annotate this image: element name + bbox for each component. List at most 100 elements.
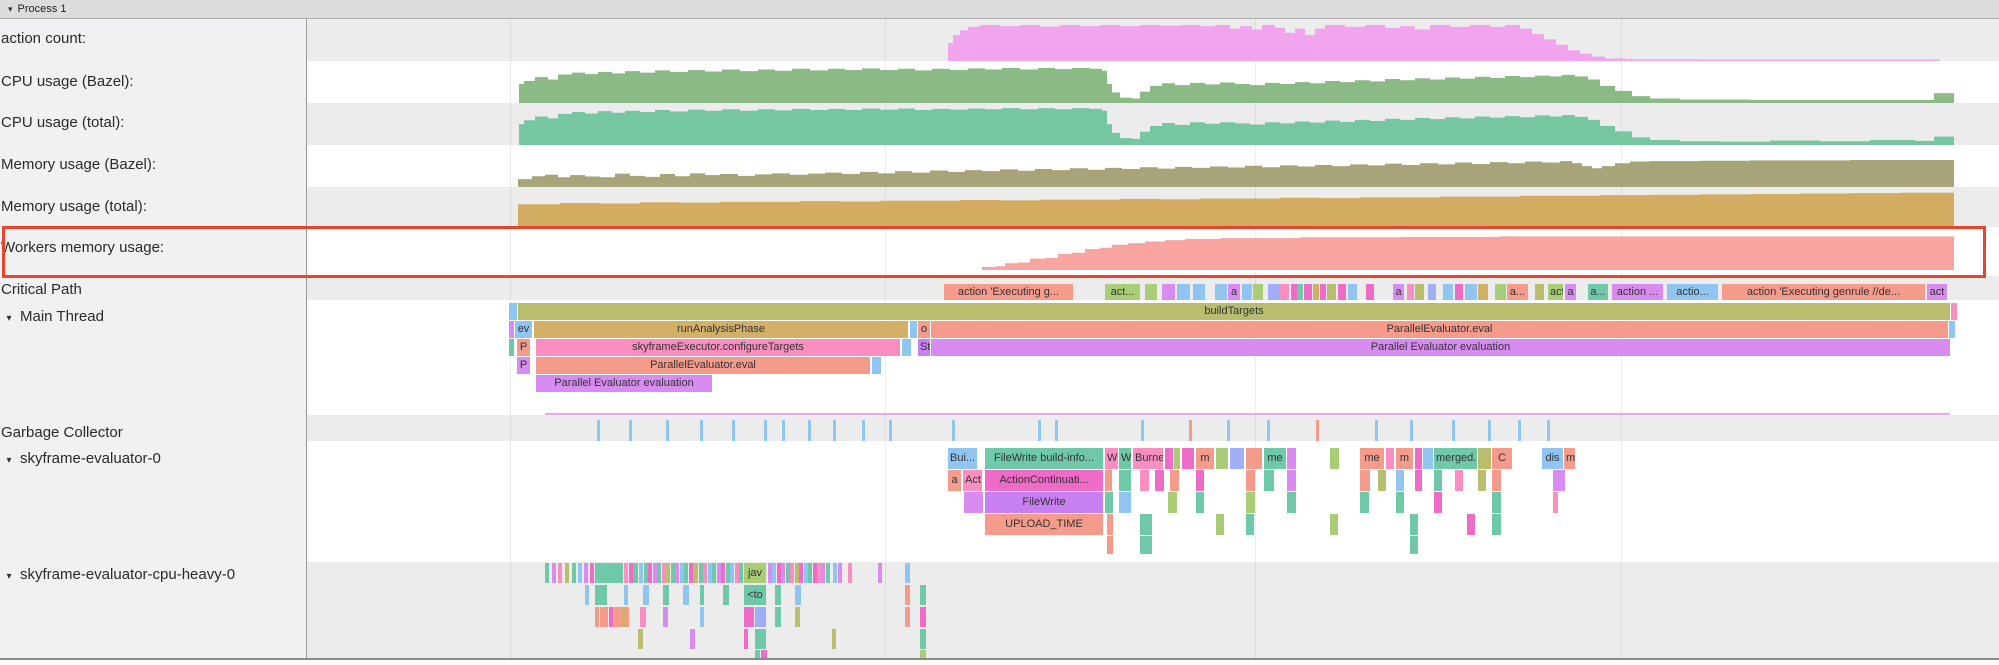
sidebar-row-memory-usage-total[interactable]: Memory usage (total): [0, 198, 300, 216]
trace-slice[interactable] [675, 563, 679, 583]
sidebar-row-cpu-usage-bazel[interactable]: CPU usage (Bazel): [0, 73, 300, 91]
trace-slice[interactable]: m [1396, 448, 1413, 469]
trace-slice[interactable]: action ... [1612, 284, 1663, 300]
gc-tick[interactable] [700, 420, 703, 441]
trace-slice[interactable] [872, 357, 881, 374]
sidebar-row-memory-usage-bazel[interactable]: Memory usage (Bazel): [0, 156, 300, 174]
trace-slice[interactable] [1443, 284, 1453, 300]
trace-slice[interactable] [585, 585, 589, 605]
trace-slice[interactable]: P [517, 357, 530, 374]
trace-slice[interactable] [1168, 492, 1177, 513]
trace-slice[interactable] [1216, 448, 1228, 469]
trace-slice[interactable] [1330, 448, 1339, 469]
trace-slice[interactable] [755, 607, 766, 627]
trace-slice[interactable] [1170, 470, 1179, 491]
trace-slice[interactable] [638, 629, 643, 649]
collapse-arrow-icon[interactable]: ▾ [6, 571, 12, 582]
trace-slice[interactable] [920, 585, 926, 605]
trace-slice[interactable] [590, 563, 594, 583]
trace-slice[interactable] [625, 607, 629, 627]
trace-slice[interactable]: dis [1542, 448, 1563, 469]
trace-slice[interactable] [509, 303, 517, 320]
trace-slice[interactable] [1177, 284, 1190, 300]
trace-slice[interactable]: Act [963, 470, 982, 491]
trace-slice[interactable] [744, 629, 748, 649]
trace-slice[interactable]: runAnalysisPhase [534, 321, 908, 338]
trace-slice[interactable] [689, 563, 693, 583]
trace-slice[interactable] [1140, 470, 1149, 491]
trace-slice[interactable] [1119, 470, 1131, 491]
trace-slice[interactable] [1196, 470, 1204, 491]
trace-slice[interactable] [1415, 448, 1422, 469]
trace-slice[interactable]: ParallelEvaluator.eval [931, 321, 1948, 338]
collapse-arrow-icon[interactable]: ▾ [8, 3, 13, 14]
trace-slice[interactable] [1246, 492, 1255, 513]
trace-slice[interactable] [795, 585, 801, 605]
trace-slice[interactable]: a [1393, 284, 1404, 300]
trace-slice[interactable] [565, 563, 569, 583]
trace-slice[interactable] [595, 607, 599, 627]
trace-slice[interactable]: merged... [1434, 448, 1477, 469]
trace-slice[interactable]: Burner [1133, 448, 1163, 469]
trace-slice[interactable] [739, 563, 743, 583]
trace-slice[interactable]: a... [1507, 284, 1528, 300]
trace-slice[interactable]: P [517, 339, 530, 356]
trace-slice[interactable] [910, 321, 917, 338]
trace-slice[interactable] [920, 650, 926, 658]
trace-slice[interactable] [1455, 284, 1463, 300]
gc-tick[interactable] [833, 420, 836, 441]
trace-slice[interactable] [609, 607, 613, 627]
trace-slice[interactable] [920, 629, 926, 649]
trace-slice[interactable] [838, 563, 842, 583]
trace-slice[interactable] [1264, 470, 1274, 491]
trace-slice[interactable] [1230, 448, 1244, 469]
trace-slice[interactable] [744, 607, 754, 627]
trace-slice[interactable] [717, 563, 721, 583]
trace-slice[interactable] [572, 563, 576, 583]
gc-tick[interactable] [764, 420, 767, 441]
trace-slice[interactable] [617, 607, 621, 627]
trace-slice[interactable] [1465, 284, 1477, 300]
trace-slice[interactable] [613, 607, 617, 627]
thin-slice-strip[interactable] [545, 413, 1950, 415]
trace-slice[interactable] [1291, 284, 1297, 300]
trace-slice[interactable]: a [948, 470, 961, 491]
trace-slice[interactable] [1951, 303, 1957, 320]
trace-slice[interactable]: a [1228, 284, 1240, 300]
trace-slice[interactable] [1313, 284, 1319, 300]
trace-slice[interactable] [509, 321, 514, 338]
sidebar-row-main-thread[interactable]: ▾ Main Thread [0, 308, 300, 326]
trace-slice[interactable] [1553, 470, 1565, 491]
trace-slice[interactable]: act [1548, 284, 1563, 300]
trace-slice[interactable] [663, 607, 668, 627]
trace-slice[interactable]: W [1105, 448, 1118, 469]
trace-slice[interactable] [584, 563, 588, 583]
trace-slice[interactable] [712, 563, 716, 583]
trace-slice[interactable] [721, 563, 725, 583]
trace-slice[interactable]: Parallel Evaluator evaluation [931, 339, 1950, 356]
trace-slice[interactable]: act... [1105, 284, 1140, 300]
trace-slice[interactable]: FileWrite [985, 492, 1103, 513]
gc-tick[interactable] [597, 420, 600, 441]
trace-slice[interactable] [643, 585, 649, 605]
trace-slice[interactable] [1492, 492, 1501, 513]
trace-slice[interactable]: action 'Executing g... [944, 284, 1073, 300]
gc-tick[interactable] [1227, 420, 1230, 441]
trace-slice[interactable]: FileWrite build-info... [985, 448, 1103, 469]
trace-slice[interactable] [1215, 284, 1227, 300]
trace-slice[interactable] [1434, 492, 1442, 513]
trace-slice[interactable] [1242, 284, 1252, 300]
sidebar-row-workers-memory-usage[interactable]: Workers memory usage: [0, 239, 300, 257]
trace-slice[interactable]: W [1119, 448, 1131, 469]
trace-slice[interactable] [1386, 448, 1394, 469]
trace-slice[interactable] [964, 492, 983, 513]
sidebar-row-action-count[interactable]: action count: [0, 30, 300, 48]
trace-slice[interactable] [595, 585, 607, 605]
trace-slice[interactable] [657, 563, 661, 583]
trace-slice[interactable] [1478, 470, 1486, 491]
trace-slice[interactable] [1455, 470, 1463, 491]
trace-slice[interactable] [1423, 448, 1433, 469]
gc-tick[interactable] [1547, 420, 1550, 441]
trace-slice[interactable] [795, 563, 799, 583]
trace-slice[interactable]: Parallel Evaluator evaluation [536, 375, 712, 392]
